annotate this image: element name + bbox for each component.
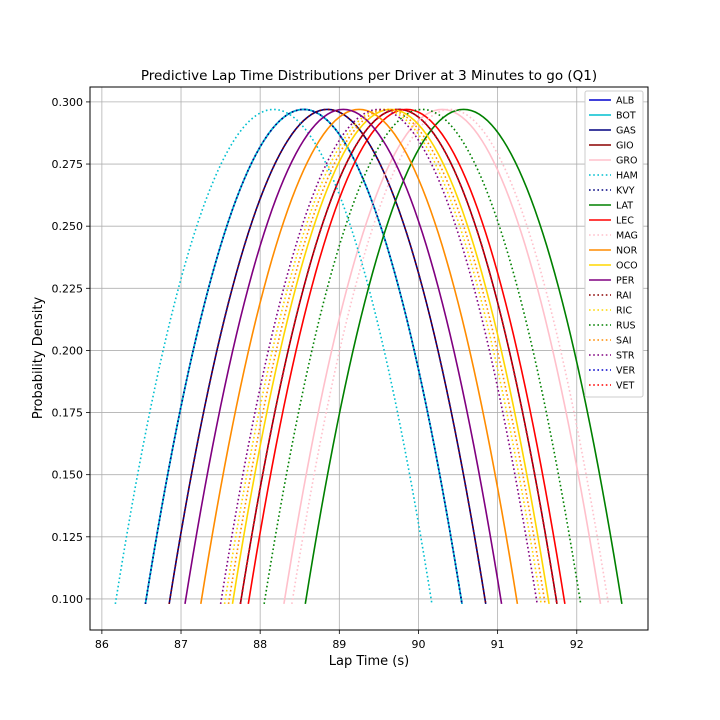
y-tick-label: 0.100 <box>52 593 84 606</box>
x-tick-label: 90 <box>411 638 425 651</box>
y-tick-label: 0.300 <box>52 96 84 109</box>
series-line-ham <box>114 108 433 605</box>
series-line-oco <box>231 108 550 605</box>
axis-ticks: 86 87 88 89 90 91 92 0.100 0.125 0.150 0.175 0.200 0… <box>52 96 584 651</box>
y-tick-label: 0.250 <box>52 220 84 233</box>
legend-label-rai: RAI <box>616 291 632 302</box>
y-tick-label: 0.200 <box>52 344 84 357</box>
x-axis-label: Lap Time (s) <box>329 654 409 669</box>
legend-label-kvy: KVY <box>616 186 635 197</box>
legend-label-gas: GAS <box>616 126 636 137</box>
y-tick-label: 0.275 <box>52 158 84 171</box>
series-line-str <box>219 108 538 605</box>
x-tick-label: 92 <box>570 638 584 651</box>
x-tick-label: 91 <box>491 638 505 651</box>
legend-label-lec: LEC <box>616 216 634 227</box>
legend-label-rus: RUS <box>616 321 636 332</box>
legend-label-gro: GRO <box>616 156 637 167</box>
legend-label-mag: MAG <box>616 231 638 242</box>
series-line-kvy <box>144 108 463 605</box>
legend-label-str: STR <box>616 351 635 362</box>
series-line-gro <box>283 108 602 605</box>
legend-label-oco: OCO <box>616 261 638 272</box>
y-tick-label: 0.150 <box>52 469 84 482</box>
legend-box <box>584 90 644 398</box>
legend: ALB BOT GAS GIO GRO HAM KVY LAT LEC MAG NOR OCO PER R… <box>584 90 644 398</box>
legend-label-ver: VER <box>616 366 636 377</box>
x-tick-label: 87 <box>174 638 188 651</box>
legend-label-alb: ALB <box>616 96 634 107</box>
chart-title: Predictive Lap Time Distributions per Dr… <box>141 68 597 84</box>
series-line-rus <box>263 108 582 605</box>
series-line-ric <box>223 108 542 605</box>
legend-label-per: PER <box>616 276 635 287</box>
legend-label-bot: BOT <box>616 111 636 122</box>
legend-label-nor: NOR <box>616 246 638 257</box>
series-line-lec <box>247 108 566 605</box>
series-line-rai <box>168 108 487 605</box>
plot-area-frame <box>89 86 649 631</box>
x-tick-label: 86 <box>95 638 109 651</box>
y-tick-label: 0.225 <box>52 282 84 295</box>
y-axis-label: Probability Density <box>31 297 46 420</box>
legend-label-ric: RIC <box>616 306 632 317</box>
y-tick-label: 0.125 <box>52 531 84 544</box>
legend-label-vet: VET <box>616 381 635 392</box>
series-line-mag <box>291 108 610 605</box>
legend-label-ham: HAM <box>616 171 638 182</box>
plot-curves <box>114 108 623 605</box>
series-line-per <box>184 108 503 605</box>
grid <box>90 87 648 630</box>
x-tick-label: 89 <box>332 638 346 651</box>
series-line-nor <box>200 108 519 605</box>
legend-label-sai: SAI <box>616 336 632 347</box>
series-line-vet <box>239 108 558 605</box>
legend-label-gio: GIO <box>616 141 634 152</box>
y-tick-label: 0.175 <box>52 407 84 420</box>
series-line-sai <box>227 108 546 605</box>
series-line-lat <box>304 108 623 605</box>
x-tick-label: 88 <box>253 638 267 651</box>
legend-label-lat: LAT <box>616 201 633 212</box>
